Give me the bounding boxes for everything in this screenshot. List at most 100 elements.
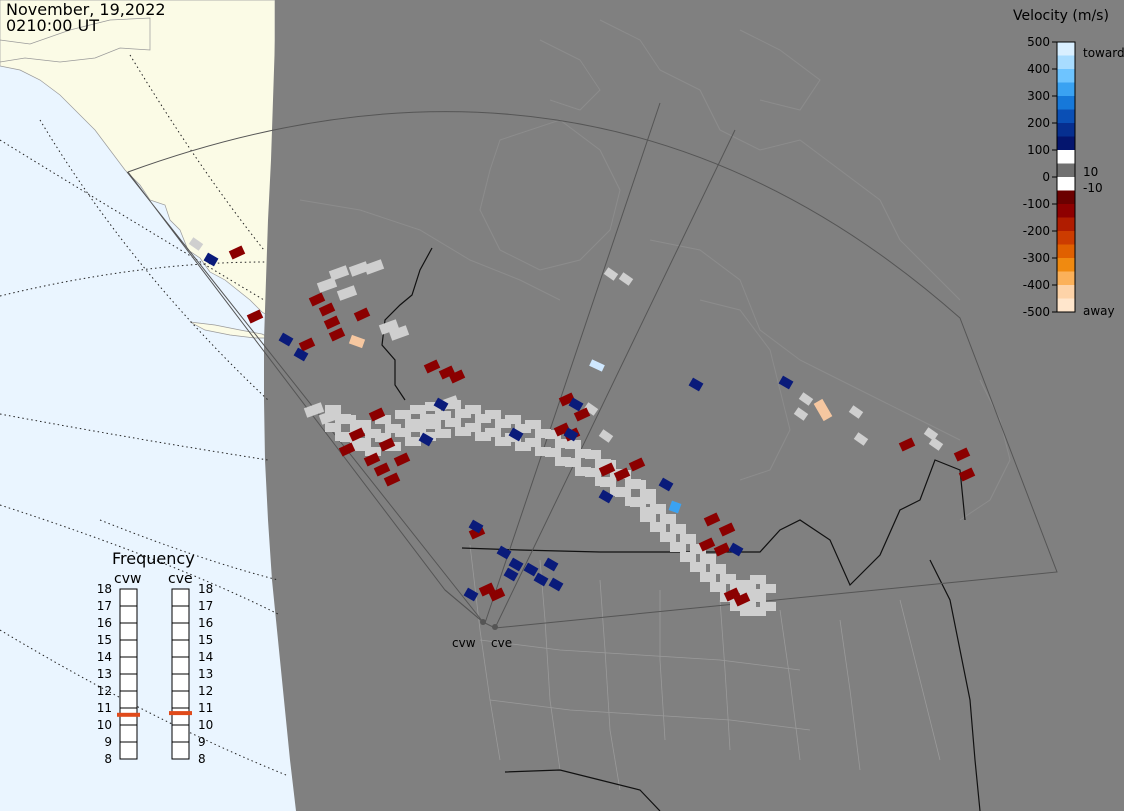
echo-cell bbox=[525, 420, 541, 429]
echo-cell bbox=[628, 457, 646, 472]
echo-cell bbox=[373, 462, 391, 477]
frequency-cell bbox=[119, 588, 138, 607]
legend-toward-label: toward bbox=[1083, 46, 1124, 60]
echo-cell bbox=[340, 415, 356, 424]
echo-cell bbox=[363, 259, 385, 275]
echo-cell bbox=[340, 433, 356, 442]
echo-cell bbox=[495, 419, 511, 428]
echo-cell bbox=[613, 467, 631, 482]
echo-cell bbox=[958, 467, 976, 482]
echo-cell bbox=[650, 523, 666, 532]
echo-cell bbox=[750, 607, 766, 616]
echo-cell bbox=[348, 427, 366, 442]
echo-layer bbox=[188, 237, 976, 616]
echo-cell bbox=[455, 427, 471, 436]
echo-cell bbox=[853, 432, 869, 446]
echo-cell bbox=[668, 500, 682, 514]
colorbar-segment bbox=[1057, 96, 1075, 110]
colorbar-segment bbox=[1057, 150, 1075, 164]
echo-cell bbox=[658, 477, 674, 492]
frequency-cell bbox=[171, 639, 190, 658]
echo-cell bbox=[328, 265, 350, 281]
frequency-tick-left: 16 bbox=[97, 616, 112, 630]
echo-cell bbox=[618, 272, 634, 286]
frequency-radar-cve: cve bbox=[168, 571, 193, 587]
echo-cell bbox=[318, 302, 336, 317]
echo-cell bbox=[723, 587, 741, 602]
echo-cell bbox=[589, 359, 605, 372]
echo-cell bbox=[435, 411, 451, 420]
echo-cell bbox=[378, 319, 400, 335]
frequency-tick-right: 9 bbox=[198, 735, 206, 749]
echo-cell bbox=[455, 409, 471, 418]
velocity-legend: Velocity (m/s) 500 400 300 200 100 0 -100 -200 -… bbox=[1013, 8, 1124, 319]
echo-cell bbox=[615, 488, 631, 497]
echo-cell bbox=[246, 309, 264, 324]
echo-cell bbox=[535, 429, 551, 438]
echo-cell bbox=[495, 437, 511, 446]
echo-cell bbox=[690, 563, 706, 572]
frequency-cell bbox=[119, 656, 138, 675]
radar-fov bbox=[126, 102, 1058, 629]
arctic-coast bbox=[0, 17, 151, 63]
echo-cell bbox=[303, 402, 325, 418]
frequency-tick-right: 10 bbox=[198, 718, 213, 732]
echo-cell bbox=[760, 584, 776, 593]
echo-cell bbox=[293, 347, 309, 362]
frequency-tick-left: 18 bbox=[97, 582, 112, 596]
alaska-land bbox=[0, 0, 276, 321]
frequency-cell bbox=[171, 707, 190, 726]
frequency-tick-right: 15 bbox=[198, 633, 213, 647]
echo-cell bbox=[425, 402, 441, 411]
echo-cell bbox=[388, 325, 410, 341]
frequency-tick-left: 12 bbox=[97, 684, 112, 698]
echo-cell bbox=[703, 512, 721, 527]
frequency-marker bbox=[117, 712, 140, 717]
echo-cell bbox=[670, 525, 686, 534]
frequency-cell bbox=[171, 588, 190, 607]
colorbar-segment bbox=[1057, 136, 1075, 151]
echo-cell bbox=[188, 237, 204, 251]
echo-cell bbox=[503, 567, 519, 582]
frequency-tick-left: 9 bbox=[104, 735, 112, 749]
echo-cell bbox=[468, 519, 484, 534]
frequency-tick-right: 11 bbox=[198, 701, 213, 715]
echo-cell bbox=[425, 420, 441, 429]
frequency-tick-left: 13 bbox=[97, 667, 112, 681]
legend-tick-label: 300 bbox=[1027, 89, 1050, 103]
frequency-cell bbox=[119, 724, 138, 743]
echo-cell bbox=[630, 480, 646, 489]
legend-tick-label: 100 bbox=[1027, 143, 1050, 157]
echo-cell bbox=[448, 369, 466, 384]
echo-cell bbox=[478, 582, 496, 597]
echo-cell bbox=[898, 437, 916, 452]
echo-cell bbox=[728, 542, 744, 557]
echo-cell bbox=[363, 452, 381, 467]
echo-cell bbox=[393, 452, 411, 467]
legend-tick-label: -100 bbox=[1023, 197, 1050, 211]
radar-label-cve: cve bbox=[491, 636, 512, 650]
echo-cell bbox=[338, 442, 356, 457]
echo-cell bbox=[698, 537, 716, 552]
frequency-tick-right: 12 bbox=[198, 684, 213, 698]
echo-cell bbox=[740, 589, 756, 598]
colorbar-segment bbox=[1057, 69, 1075, 83]
echo-cell bbox=[485, 428, 501, 437]
colorbar-segment bbox=[1057, 271, 1075, 286]
echo-cell bbox=[543, 557, 559, 572]
echo-cell bbox=[688, 377, 704, 392]
echo-cell bbox=[565, 440, 581, 449]
echo-cell bbox=[750, 575, 766, 584]
velocity-legend-title: Velocity (m/s) bbox=[1013, 8, 1109, 24]
echo-cell bbox=[475, 432, 491, 441]
legend-tick-label: 400 bbox=[1027, 62, 1050, 76]
echo-cell bbox=[740, 580, 756, 589]
echo-cell bbox=[368, 407, 386, 422]
frequency-cell bbox=[119, 622, 138, 641]
frequency-title: Frequency bbox=[112, 549, 195, 568]
echo-cell bbox=[375, 415, 391, 424]
frequency-cell bbox=[119, 673, 138, 692]
echo-cell bbox=[813, 398, 833, 422]
frequency-tick-left: 10 bbox=[97, 718, 112, 732]
